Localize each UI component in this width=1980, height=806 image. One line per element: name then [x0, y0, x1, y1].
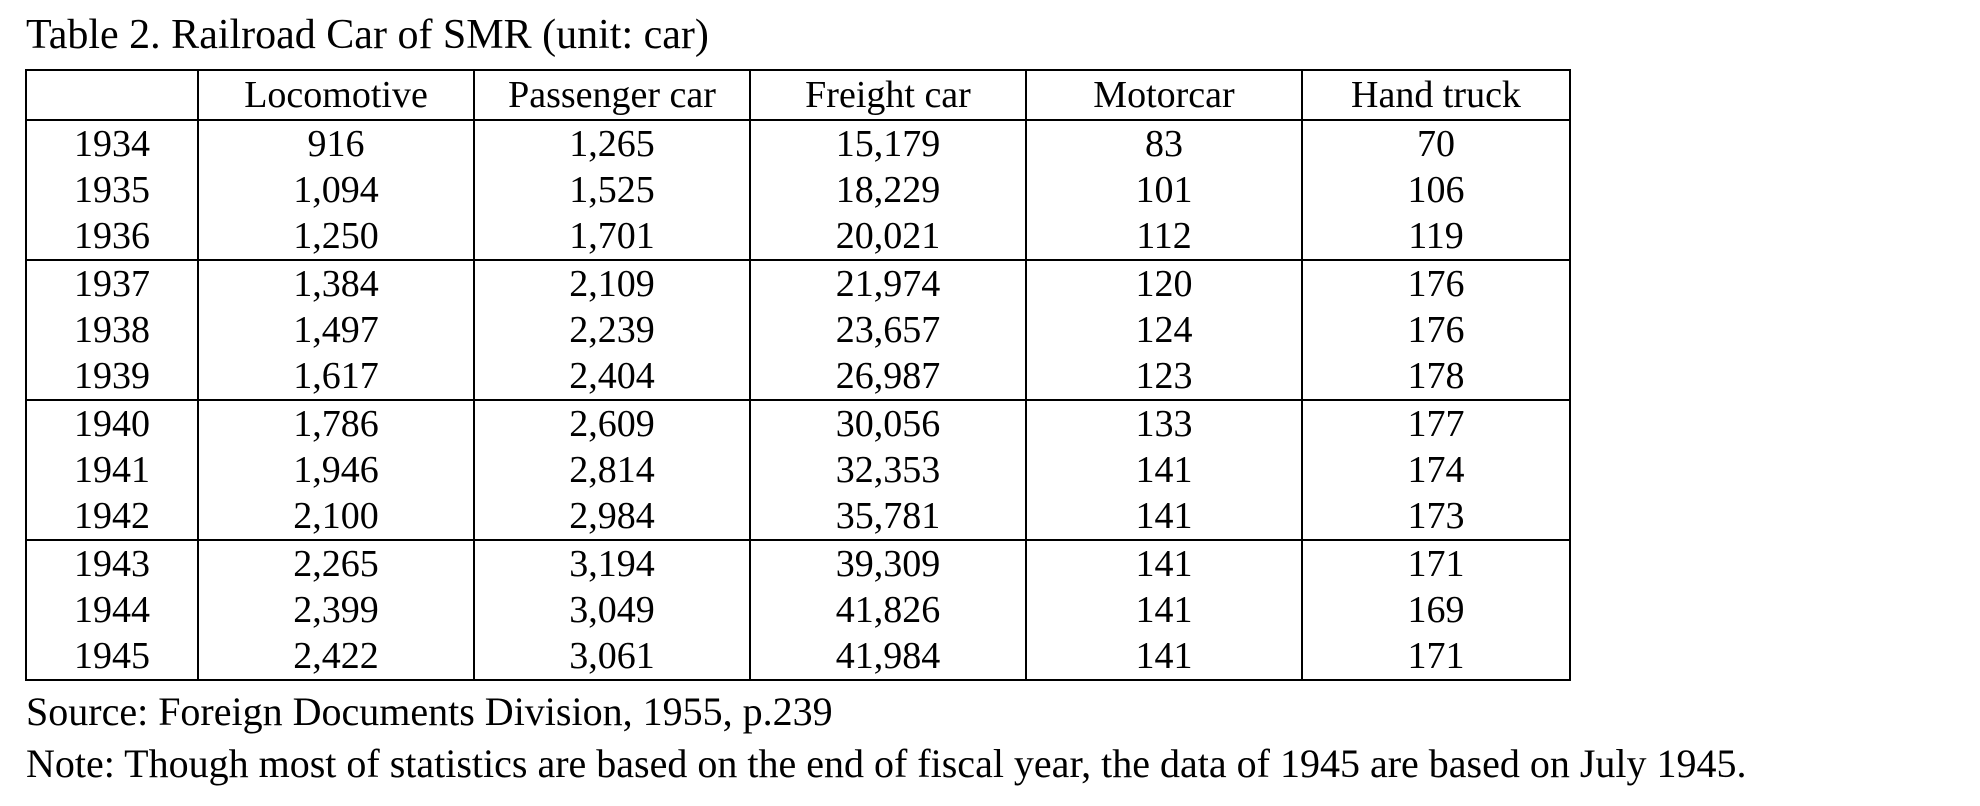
year-cell: 1941 [25, 447, 199, 493]
hand-truck-cell: 169 [1301, 587, 1571, 633]
passenger-car-cell: 1,265 [473, 120, 751, 167]
motorcar-cell: 141 [1025, 447, 1303, 493]
year-cell: 1943 [25, 540, 199, 587]
freight-car-cell: 41,984 [749, 633, 1027, 681]
year-cell: 1935 [25, 167, 199, 213]
table-row: 1945 2,422 3,061 41,984 141 171 [25, 633, 1571, 681]
freight-car-cell: 26,987 [749, 353, 1027, 401]
locomotive-cell: 1,497 [197, 307, 475, 353]
freight-car-cell: 41,826 [749, 587, 1027, 633]
locomotive-cell: 2,100 [197, 493, 475, 541]
table-row: 1941 1,946 2,814 32,353 141 174 [25, 447, 1571, 493]
hand-truck-cell: 171 [1301, 633, 1571, 681]
hand-truck-cell: 119 [1301, 213, 1571, 261]
hand-truck-cell: 176 [1301, 260, 1571, 307]
year-cell: 1938 [25, 307, 199, 353]
motorcar-cell: 112 [1025, 213, 1303, 261]
hand-truck-cell: 171 [1301, 540, 1571, 587]
header-cell-year [25, 69, 199, 121]
freight-car-cell: 23,657 [749, 307, 1027, 353]
passenger-car-cell: 1,701 [473, 213, 751, 261]
passenger-car-cell: 2,814 [473, 447, 751, 493]
freight-car-cell: 20,021 [749, 213, 1027, 261]
header-row: Locomotive Passenger car Freight car Mot… [25, 69, 1571, 121]
motorcar-cell: 141 [1025, 587, 1303, 633]
year-cell: 1940 [25, 400, 199, 447]
hand-truck-cell: 177 [1301, 400, 1571, 447]
locomotive-cell: 1,946 [197, 447, 475, 493]
year-cell: 1939 [25, 353, 199, 401]
freight-car-cell: 21,974 [749, 260, 1027, 307]
passenger-car-cell: 1,525 [473, 167, 751, 213]
motorcar-cell: 123 [1025, 353, 1303, 401]
year-cell: 1944 [25, 587, 199, 633]
year-cell: 1936 [25, 213, 199, 261]
motorcar-cell: 124 [1025, 307, 1303, 353]
table-row: 1939 1,617 2,404 26,987 123 178 [25, 353, 1571, 401]
passenger-car-cell: 2,109 [473, 260, 751, 307]
passenger-car-cell: 3,061 [473, 633, 751, 681]
table-row: 1940 1,786 2,609 30,056 133 177 [25, 400, 1571, 447]
hand-truck-cell: 70 [1301, 120, 1571, 167]
table-row: 1944 2,399 3,049 41,826 141 169 [25, 587, 1571, 633]
hand-truck-cell: 178 [1301, 353, 1571, 401]
table-row: 1942 2,100 2,984 35,781 141 173 [25, 493, 1571, 541]
hand-truck-cell: 176 [1301, 307, 1571, 353]
note-line: Note: Though most of statistics are base… [26, 741, 1747, 786]
hand-truck-cell: 173 [1301, 493, 1571, 541]
freight-car-cell: 15,179 [749, 120, 1027, 167]
locomotive-cell: 916 [197, 120, 475, 167]
locomotive-cell: 1,384 [197, 260, 475, 307]
year-cell: 1942 [25, 493, 199, 541]
table-row: 1938 1,497 2,239 23,657 124 176 [25, 307, 1571, 353]
motorcar-cell: 141 [1025, 493, 1303, 541]
hand-truck-cell: 174 [1301, 447, 1571, 493]
header-cell-freight-car: Freight car [749, 69, 1027, 121]
passenger-car-cell: 2,404 [473, 353, 751, 401]
year-cell: 1934 [25, 120, 199, 167]
freight-car-cell: 39,309 [749, 540, 1027, 587]
table-row: 1943 2,265 3,194 39,309 141 171 [25, 540, 1571, 587]
locomotive-cell: 2,422 [197, 633, 475, 681]
locomotive-cell: 2,265 [197, 540, 475, 587]
year-cell: 1937 [25, 260, 199, 307]
locomotive-cell: 1,094 [197, 167, 475, 213]
passenger-car-cell: 2,984 [473, 493, 751, 541]
header-cell-passenger-car: Passenger car [473, 69, 751, 121]
railroad-car-table: Locomotive Passenger car Freight car Mot… [25, 69, 1571, 681]
table-row: 1935 1,094 1,525 18,229 101 106 [25, 167, 1571, 213]
table-caption: Table 2. Railroad Car of SMR (unit: car) [26, 12, 709, 58]
header-cell-motorcar: Motorcar [1025, 69, 1303, 121]
locomotive-cell: 1,617 [197, 353, 475, 401]
table-row: 1936 1,250 1,701 20,021 112 119 [25, 213, 1571, 261]
source-line: Source: Foreign Documents Division, 1955… [26, 689, 833, 734]
passenger-car-cell: 3,049 [473, 587, 751, 633]
motorcar-cell: 83 [1025, 120, 1303, 167]
header-cell-hand-truck: Hand truck [1301, 69, 1571, 121]
header-cell-locomotive: Locomotive [197, 69, 475, 121]
freight-car-cell: 35,781 [749, 493, 1027, 541]
passenger-car-cell: 2,239 [473, 307, 751, 353]
hand-truck-cell: 106 [1301, 167, 1571, 213]
passenger-car-cell: 2,609 [473, 400, 751, 447]
freight-car-cell: 30,056 [749, 400, 1027, 447]
freight-car-cell: 32,353 [749, 447, 1027, 493]
motorcar-cell: 120 [1025, 260, 1303, 307]
motorcar-cell: 141 [1025, 540, 1303, 587]
motorcar-cell: 133 [1025, 400, 1303, 447]
year-cell: 1945 [25, 633, 199, 681]
locomotive-cell: 1,250 [197, 213, 475, 261]
locomotive-cell: 1,786 [197, 400, 475, 447]
table-row: 1934 916 1,265 15,179 83 70 [25, 120, 1571, 167]
locomotive-cell: 2,399 [197, 587, 475, 633]
motorcar-cell: 141 [1025, 633, 1303, 681]
passenger-car-cell: 3,194 [473, 540, 751, 587]
table-row: 1937 1,384 2,109 21,974 120 176 [25, 260, 1571, 307]
motorcar-cell: 101 [1025, 167, 1303, 213]
freight-car-cell: 18,229 [749, 167, 1027, 213]
